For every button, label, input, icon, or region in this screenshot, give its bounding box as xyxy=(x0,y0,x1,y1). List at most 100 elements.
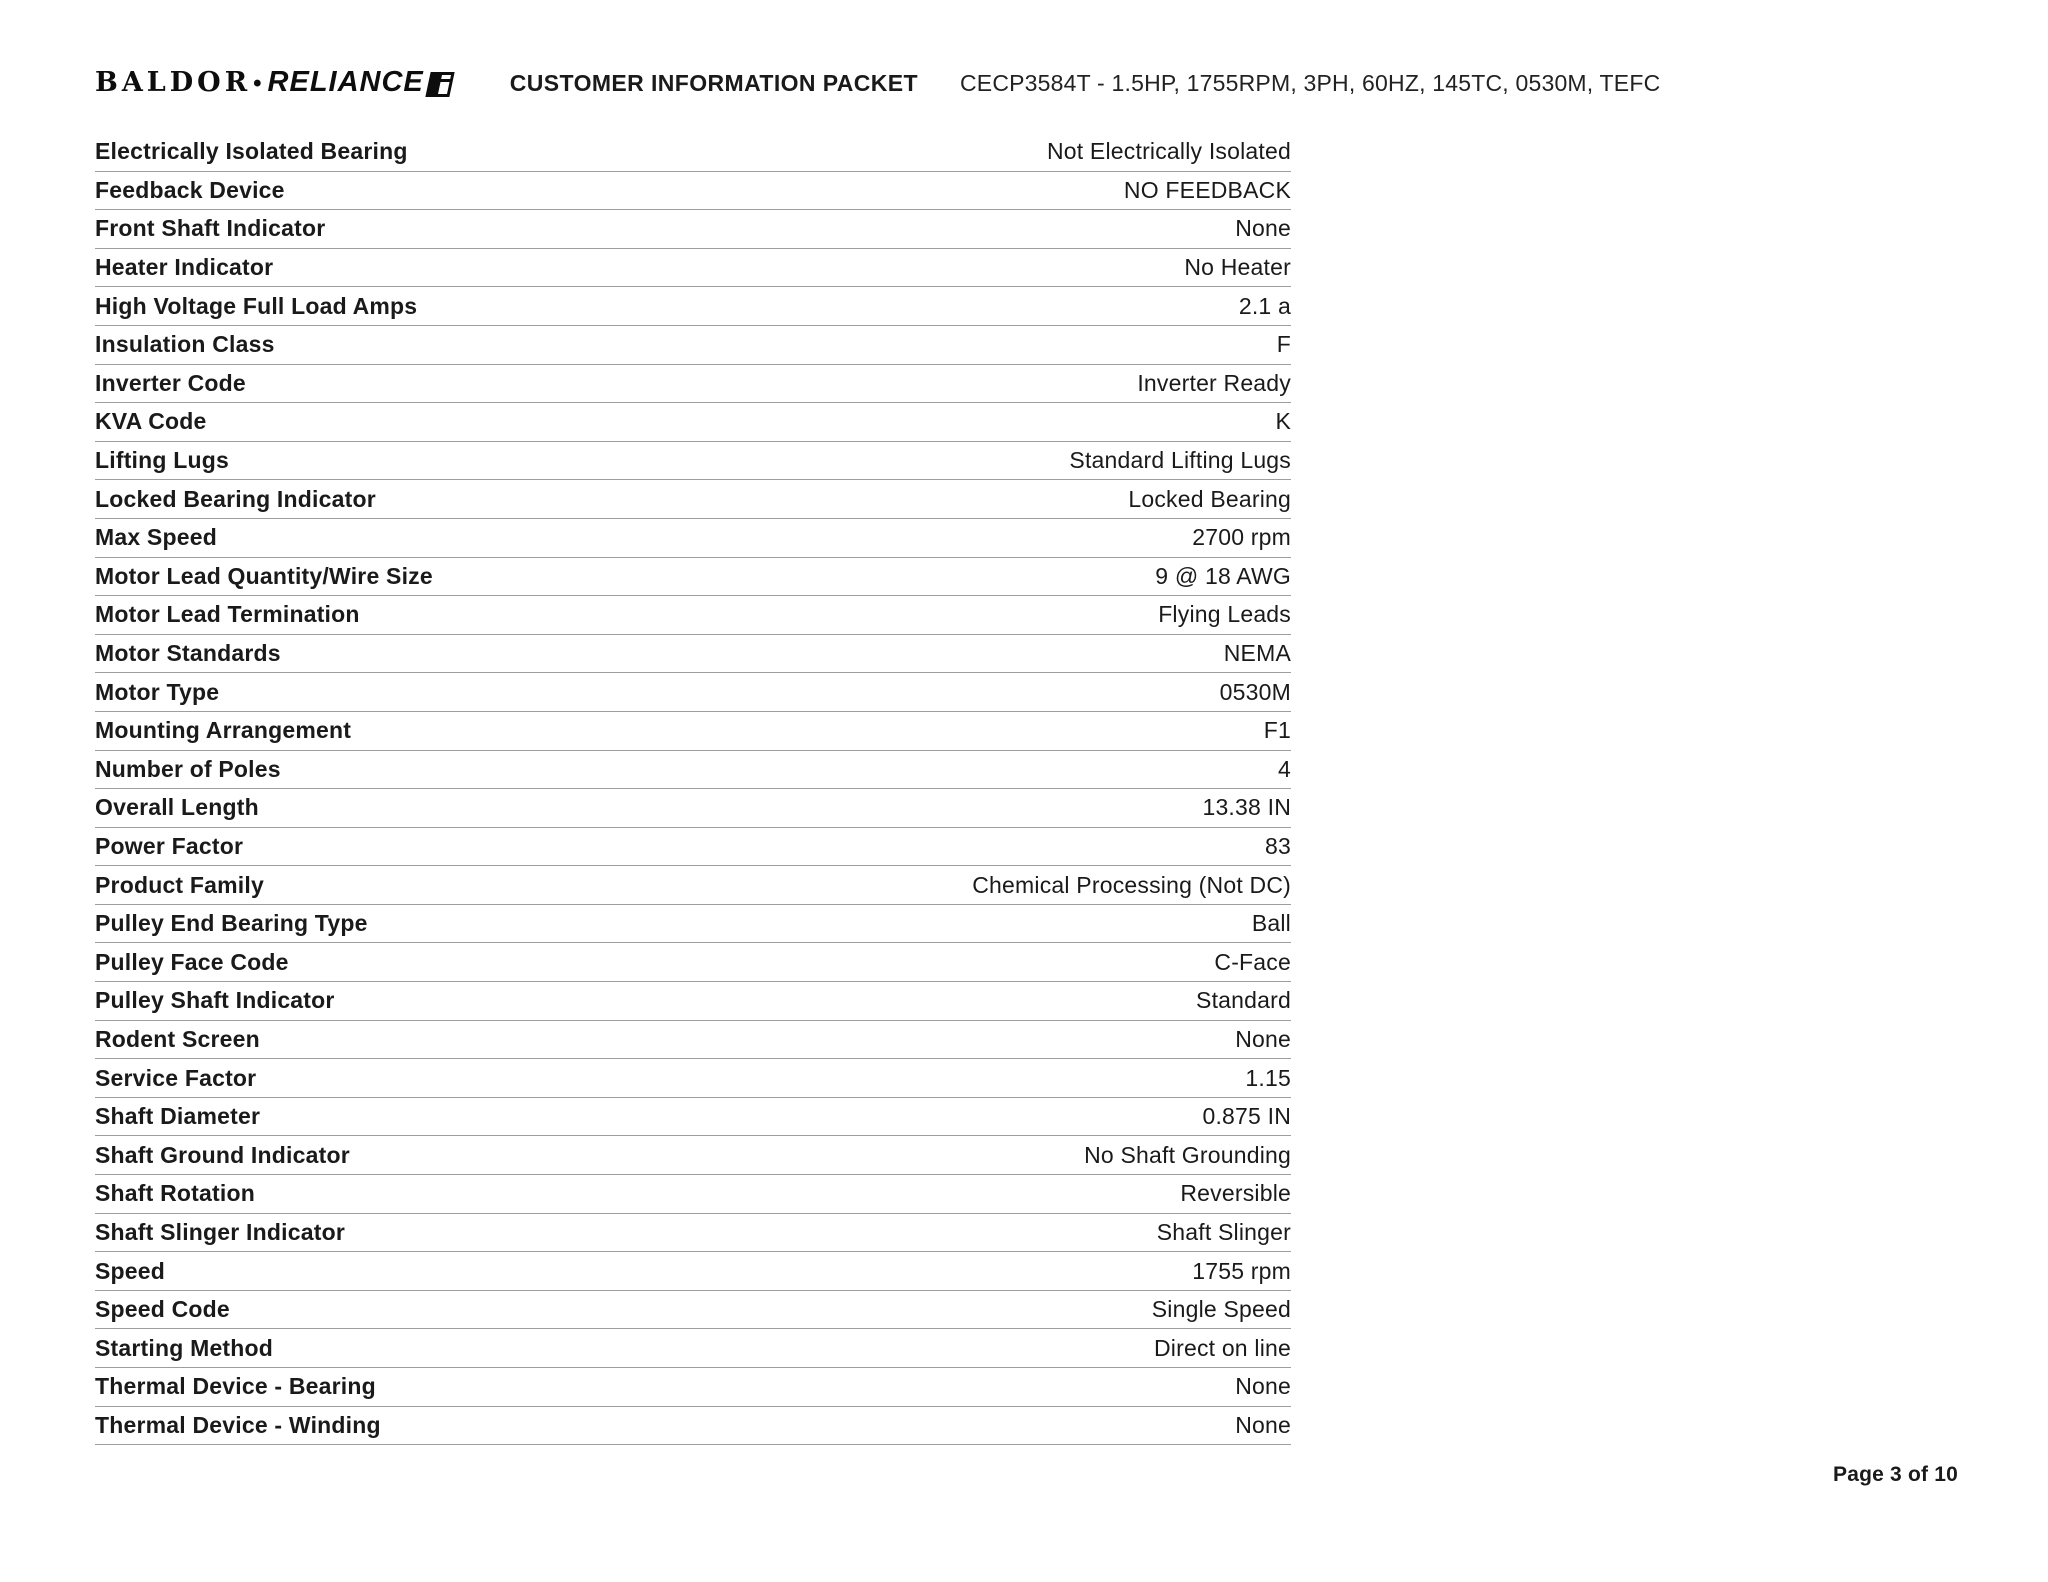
spec-value: No Heater xyxy=(1184,254,1291,281)
table-row: Shaft Slinger Indicator Shaft Slinger xyxy=(95,1214,1291,1253)
spec-label: Motor Lead Termination xyxy=(95,601,360,628)
spec-value: Direct on line xyxy=(1153,1334,1291,1361)
spec-label: Shaft Rotation xyxy=(95,1180,255,1207)
spec-value: 2700 rpm xyxy=(1192,524,1291,551)
spec-value: 4 xyxy=(1278,755,1291,782)
table-row: Pulley Shaft Indicator Standard xyxy=(95,982,1291,1021)
spec-label: Motor Type xyxy=(95,678,220,705)
table-row: Motor Standards NEMA xyxy=(95,635,1291,674)
spec-value: Ball xyxy=(1251,910,1291,937)
spec-label: Pulley End Bearing Type xyxy=(95,910,368,937)
table-row: Rodent Screen None xyxy=(95,1021,1291,1060)
spec-label: Thermal Device - Bearing xyxy=(95,1373,376,1400)
table-row: Lifting Lugs Standard Lifting Lugs xyxy=(95,442,1291,481)
table-row: Electrically Isolated Bearing Not Electr… xyxy=(95,133,1291,172)
table-row: Motor Lead Quantity/Wire Size 9 @ 18 AWG xyxy=(95,558,1291,597)
spec-value: 9 @ 18 AWG xyxy=(1155,562,1291,589)
spec-value: None xyxy=(1235,1373,1291,1400)
spec-label: Locked Bearing Indicator xyxy=(95,485,376,512)
document-title: CUSTOMER INFORMATION PACKET xyxy=(509,70,918,96)
spec-label: Front Shaft Indicator xyxy=(95,215,326,242)
spec-label: Shaft Diameter xyxy=(95,1103,261,1130)
logo-reliance-text: RELIANCE xyxy=(267,66,424,98)
page-number: Page 3 of 10 xyxy=(1833,1463,1958,1486)
spec-label: Mounting Arrangement xyxy=(95,717,352,744)
table-row: Max Speed 2700 rpm xyxy=(95,519,1291,558)
spec-label: Heater Indicator xyxy=(95,254,274,281)
spec-value: 13.38 IN xyxy=(1202,794,1291,821)
spec-label: Inverter Code xyxy=(95,369,246,396)
table-row: Shaft Diameter 0.875 IN xyxy=(95,1098,1291,1137)
spec-table: Electrically Isolated Bearing Not Electr… xyxy=(95,133,1291,1446)
spec-label: Speed xyxy=(95,1257,166,1284)
spec-label: Motor Standards xyxy=(95,640,281,667)
spec-value: 83 xyxy=(1265,832,1291,859)
reliance-r-icon xyxy=(425,72,455,97)
spec-label: Thermal Device - Winding xyxy=(95,1411,381,1438)
spec-value: Shaft Slinger xyxy=(1156,1218,1291,1245)
table-row: KVA Code K xyxy=(95,403,1291,442)
spec-label: Shaft Ground Indicator xyxy=(95,1141,350,1168)
spec-value: 0530M xyxy=(1219,678,1291,705)
spec-label: Power Factor xyxy=(95,832,244,859)
spec-value: F xyxy=(1276,331,1291,358)
table-row: Motor Type 0530M xyxy=(95,673,1291,712)
baldor-reliance-logo: BALDOR • RELIANCE xyxy=(95,66,455,99)
spec-value: 0.875 IN xyxy=(1202,1103,1291,1130)
table-row: High Voltage Full Load Amps 2.1 a xyxy=(95,287,1291,326)
spec-label: Service Factor xyxy=(95,1064,257,1091)
table-row: Starting Method Direct on line xyxy=(95,1329,1291,1368)
spec-label: Lifting Lugs xyxy=(95,447,229,474)
table-row: Power Factor 83 xyxy=(95,828,1291,867)
spec-value: Reversible xyxy=(1180,1180,1291,1207)
table-row: Feedback Device NO FEEDBACK xyxy=(95,172,1291,211)
spec-label: Shaft Slinger Indicator xyxy=(95,1218,345,1245)
spec-label: Speed Code xyxy=(95,1296,230,1323)
spec-value: Not Electrically Isolated xyxy=(1046,138,1291,165)
table-row: Thermal Device - Winding None xyxy=(95,1407,1291,1446)
spec-label: Motor Lead Quantity/Wire Size xyxy=(95,562,433,589)
spec-value: 1.15 xyxy=(1245,1064,1291,1091)
table-row: Front Shaft Indicator None xyxy=(95,210,1291,249)
spec-label: Starting Method xyxy=(95,1334,274,1361)
page-header: BALDOR • RELIANCE CUSTOMER INFORMATION P… xyxy=(95,66,1955,99)
spec-value: Standard Lifting Lugs xyxy=(1069,447,1291,474)
spec-value: No Shaft Grounding xyxy=(1084,1141,1291,1168)
table-row: Mounting Arrangement F1 xyxy=(95,712,1291,751)
spec-value: NEMA xyxy=(1223,640,1291,667)
table-row: Pulley End Bearing Type Ball xyxy=(95,905,1291,944)
table-row: Product Family Chemical Processing (Not … xyxy=(95,866,1291,905)
spec-value: 2.1 a xyxy=(1238,292,1291,319)
spec-value: C-Face xyxy=(1214,948,1291,975)
spec-value: F1 xyxy=(1263,717,1291,744)
table-row: Heater Indicator No Heater xyxy=(95,249,1291,288)
logo-separator-dot: • xyxy=(253,70,262,97)
table-row: Inverter Code Inverter Ready xyxy=(95,365,1291,404)
spec-value: Chemical Processing (Not DC) xyxy=(972,871,1291,898)
table-row: Locked Bearing Indicator Locked Bearing xyxy=(95,480,1291,519)
spec-value: K xyxy=(1275,408,1291,435)
table-row: Shaft Ground Indicator No Shaft Groundin… xyxy=(95,1136,1291,1176)
spec-label: Max Speed xyxy=(95,524,217,551)
logo-baldor-text: BALDOR xyxy=(95,67,252,98)
spec-label: Insulation Class xyxy=(95,331,275,358)
spec-label: Pulley Shaft Indicator xyxy=(95,987,335,1014)
product-description: CECP3584T - 1.5HP, 1755RPM, 3PH, 60HZ, 1… xyxy=(959,70,1661,96)
table-row: Insulation Class F xyxy=(95,326,1291,365)
spec-value: Flying Leads xyxy=(1158,601,1291,628)
spec-label: Product Family xyxy=(95,871,264,898)
spec-value: Locked Bearing xyxy=(1128,485,1291,512)
spec-label: Rodent Screen xyxy=(95,1025,260,1052)
table-row: Thermal Device - Bearing None xyxy=(95,1368,1291,1407)
spec-label: Electrically Isolated Bearing xyxy=(95,138,408,165)
spec-value: None xyxy=(1235,1411,1291,1438)
table-row: Speed 1755 rpm xyxy=(95,1252,1291,1291)
table-row: Speed Code Single Speed xyxy=(95,1291,1291,1330)
table-row: Service Factor 1.15 xyxy=(95,1059,1291,1098)
spec-value: 1755 rpm xyxy=(1192,1257,1291,1284)
table-row: Number of Poles 4 xyxy=(95,751,1291,790)
spec-label: KVA Code xyxy=(95,408,207,435)
spec-label: High Voltage Full Load Amps xyxy=(95,292,418,319)
spec-value: Standard xyxy=(1196,987,1291,1014)
table-row: Motor Lead Termination Flying Leads xyxy=(95,596,1291,635)
